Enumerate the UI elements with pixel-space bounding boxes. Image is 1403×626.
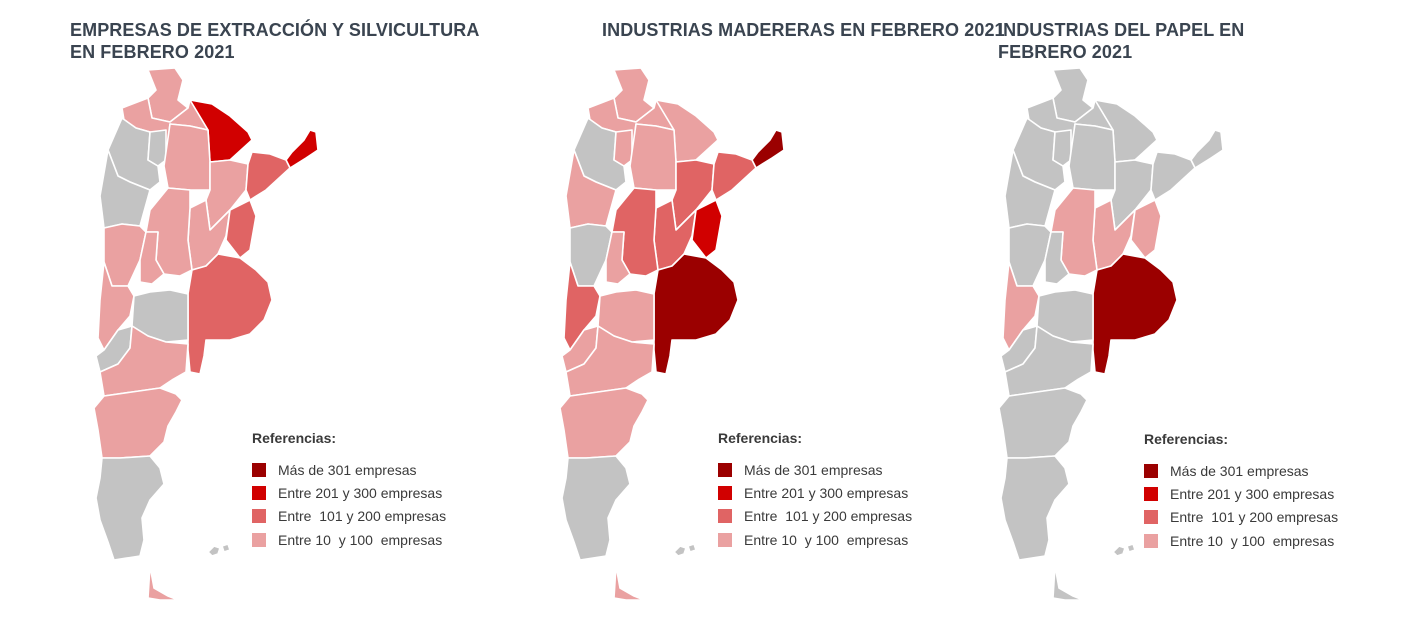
legend-swatch: [718, 462, 732, 477]
province-corrientes: [1150, 151, 1196, 201]
map-panel-papel: INDUSTRIAS DEL PAPEL EN FEBRERO 2021 Ref…: [905, 0, 1365, 626]
map-legend: Referencias: Más de 301 empresas Entre 2…: [252, 430, 446, 551]
province-chubut: [93, 387, 183, 459]
province-santiago: [163, 123, 211, 191]
legend-label: Entre 10 y 100 empresas: [278, 531, 443, 548]
provinces-group: [559, 67, 785, 601]
map-title: INDUSTRIAS MADERERAS EN FEBRERO 2021: [602, 20, 1005, 40]
province-tucuman: [1052, 129, 1072, 167]
legend-label: Más de 301 empresas: [278, 461, 417, 478]
province-cordoba: [1050, 187, 1098, 277]
legend-label: Entre 101 y 200 empresas: [744, 508, 913, 525]
province-tierra-del-fuego: [613, 565, 645, 601]
province-misiones: [1190, 129, 1224, 169]
legend-label: Entre 10 y 100 empresas: [1170, 532, 1335, 549]
legend-swatch: [1144, 463, 1158, 478]
map-title: INDUSTRIAS DEL PAPEL EN FEBRERO 2021: [998, 20, 1245, 62]
province-cordoba: [611, 187, 659, 277]
legend-title: Referencias:: [252, 430, 337, 446]
legend-label: Más de 301 empresas: [1170, 462, 1309, 479]
province-chubut: [998, 387, 1088, 459]
legend-item-10-100: Entre 10 y 100 empresas: [252, 528, 446, 551]
province-entre-rios: [1130, 199, 1162, 259]
province-santa-cruz: [95, 455, 165, 561]
malvinas-islands: [1112, 543, 1136, 557]
provinces-group: [93, 67, 319, 601]
legend-item-10-100: Entre 10 y 100 empresas: [1144, 529, 1338, 552]
legend-swatch: [718, 532, 732, 547]
province-santiago: [629, 123, 677, 191]
province-buenos-aires: [653, 253, 739, 375]
province-misiones: [285, 129, 319, 169]
legend-item-mas-301: Más de 301 empresas: [718, 458, 912, 481]
province-san-luis: [605, 231, 631, 285]
legend-item-101-200: Entre 101 y 200 empresas: [718, 505, 912, 528]
province-corrientes: [245, 151, 291, 201]
legend-swatch: [252, 462, 266, 477]
argentina-map: [998, 67, 1224, 601]
legend-item-mas-301: Más de 301 empresas: [1144, 459, 1338, 482]
map-legend: Referencias: Más de 301 empresas Entre 2…: [1144, 431, 1338, 552]
legend-swatch: [718, 485, 732, 500]
province-mendoza: [563, 261, 601, 351]
legend-swatch: [252, 532, 266, 547]
province-santa-cruz: [561, 455, 631, 561]
province-tierra-del-fuego: [147, 565, 179, 601]
province-tucuman: [613, 129, 633, 167]
province-san-luis: [139, 231, 165, 285]
province-buenos-aires: [1092, 253, 1178, 375]
map-title: EMPRESAS DE EXTRACCIÓN Y SILVICULTURA EN…: [70, 20, 479, 62]
legend-label: Entre 101 y 200 empresas: [1170, 509, 1339, 526]
legend-item-201-300: Entre 201 y 300 empresas: [1144, 482, 1338, 505]
legend-item-101-200: Entre 101 y 200 empresas: [252, 505, 446, 528]
argentina-map: [93, 67, 319, 601]
province-chubut: [559, 387, 649, 459]
map-panel-extraccion: EMPRESAS DE EXTRACCIÓN Y SILVICULTURA EN…: [0, 0, 479, 626]
legend-title: Referencias:: [1144, 431, 1229, 447]
malvinas-islands: [673, 543, 697, 557]
legend-swatch: [718, 509, 732, 524]
legend-swatch: [252, 485, 266, 500]
legend-swatch: [1144, 486, 1158, 501]
legend-label: Entre 10 y 100 empresas: [744, 531, 909, 548]
province-tucuman: [147, 129, 167, 167]
province-tierra-del-fuego: [1052, 565, 1084, 601]
province-mendoza: [1002, 261, 1040, 351]
legend-label: Entre 201 y 300 empresas: [744, 484, 909, 501]
province-entre-rios: [691, 199, 723, 259]
legend-item-10-100: Entre 10 y 100 empresas: [718, 528, 912, 551]
provinces-group: [998, 67, 1224, 601]
legend-label: Entre 201 y 300 empresas: [1170, 485, 1335, 502]
province-mendoza: [97, 261, 135, 351]
legend-label: Entre 201 y 300 empresas: [278, 484, 443, 501]
province-san-luis: [1044, 231, 1070, 285]
province-entre-rios: [225, 199, 257, 259]
legend-title: Referencias:: [718, 430, 803, 446]
province-corrientes: [711, 151, 757, 201]
legend-swatch: [252, 509, 266, 524]
province-santa-cruz: [1000, 455, 1070, 561]
map-legend: Referencias: Más de 301 empresas Entre 2…: [718, 430, 912, 551]
argentina-map: [559, 67, 785, 601]
legend-label: Entre 101 y 200 empresas: [278, 508, 447, 525]
legend-item-101-200: Entre 101 y 200 empresas: [1144, 506, 1338, 529]
province-cordoba: [145, 187, 193, 277]
legend-swatch: [1144, 510, 1158, 525]
legend-label: Más de 301 empresas: [744, 461, 883, 478]
province-misiones: [751, 129, 785, 169]
map-panel-madereras: INDUSTRIAS MADERERAS EN FEBRERO 2021 Ref…: [468, 0, 1005, 626]
legend-item-mas-301: Más de 301 empresas: [252, 458, 446, 481]
legend-item-201-300: Entre 201 y 300 empresas: [718, 481, 912, 504]
legend-swatch: [1144, 533, 1158, 548]
province-buenos-aires: [187, 253, 273, 375]
province-santiago: [1068, 123, 1116, 191]
legend-item-201-300: Entre 201 y 300 empresas: [252, 481, 446, 504]
malvinas-islands: [207, 543, 231, 557]
